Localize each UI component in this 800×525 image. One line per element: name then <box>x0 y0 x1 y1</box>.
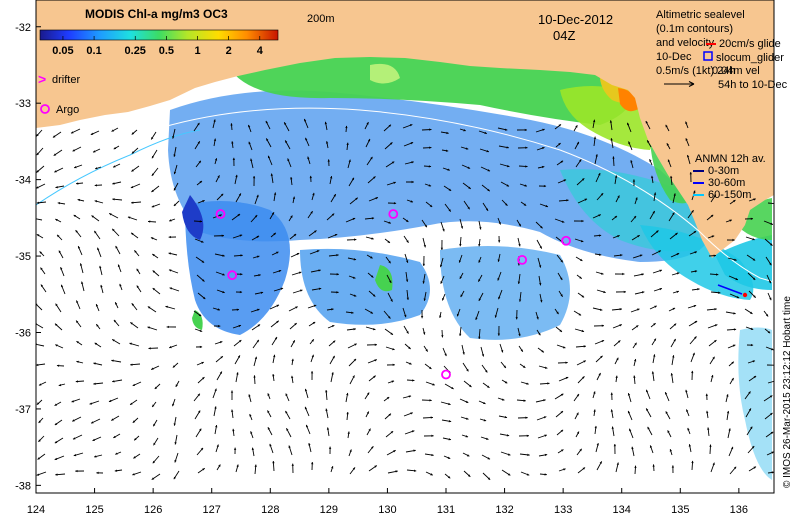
colorbar-tick-label: 0.5 <box>159 45 174 57</box>
argo-label: Argo <box>56 104 79 116</box>
y-tick-label: -32 <box>15 22 31 34</box>
colorbar-title: MODIS Chl-a mg/m3 OC3 <box>85 7 228 21</box>
colorbar-tick-label: 0.25 <box>125 45 146 57</box>
y-tick-label: -35 <box>15 251 31 263</box>
colorbar-tick-label: 4 <box>257 45 264 57</box>
contour-label: 200m <box>307 13 335 25</box>
x-tick-label: 130 <box>378 504 396 516</box>
colorbar-tick-label: 2 <box>226 45 232 57</box>
x-tick-label: 132 <box>495 504 513 516</box>
x-tick-label: 125 <box>85 504 103 516</box>
credit-text: © IMOS 26-Mar-2015 23:12:12 Hobart time <box>782 296 793 488</box>
legend-glider-line4: 54h to 10-Dec <box>718 79 788 91</box>
velocity-arrowhead <box>775 202 777 204</box>
anmn-item-label: 60-150m <box>708 189 751 201</box>
x-tick-label: 134 <box>613 504 631 516</box>
y-tick-label: -37 <box>15 404 31 416</box>
colorbar-gradient <box>40 30 278 40</box>
map-date: 10-Dec-2012 <box>538 12 613 27</box>
drifter-symbol-icon: > <box>38 71 46 87</box>
y-tick-label: -38 <box>15 480 31 492</box>
x-tick-label: 136 <box>730 504 748 516</box>
x-tick-label: 135 <box>671 504 689 516</box>
x-tick-label: 127 <box>203 504 221 516</box>
drifter-label: drifter <box>52 74 80 86</box>
x-tick-label: 131 <box>437 504 455 516</box>
x-tick-label: 124 <box>27 504 45 516</box>
legend-altimetry-date: 10-Dec <box>656 51 692 63</box>
y-tick-label: -33 <box>15 98 31 110</box>
x-tick-label: 128 <box>261 504 279 516</box>
legend-altimetry-line2: (0.1m contours) <box>656 23 733 35</box>
y-tick-label: -36 <box>15 327 31 339</box>
anmn-title: ANMN 12h av. <box>695 153 766 165</box>
anmn-item-label: 30-60m <box>708 177 745 189</box>
legend-glider-line3: 0.04m vel <box>712 65 760 77</box>
colorbar-tick-label: 0.1 <box>86 45 101 57</box>
legend-altimetry-line3: and velocity <box>656 37 715 49</box>
velocity-arrowhead <box>775 380 777 382</box>
legend-glider-line1: 20cm/s glide <box>719 38 781 50</box>
legend-altimetry-line1: Altimetric sealevel <box>656 9 745 21</box>
colorbar-tick-label: 1 <box>194 45 200 57</box>
x-tick-label: 129 <box>320 504 338 516</box>
x-tick-label: 133 <box>554 504 572 516</box>
colorbar-tick-label: 0.05 <box>52 45 73 57</box>
anmn-item-label: 0-30m <box>708 165 739 177</box>
y-tick-label: -34 <box>15 175 31 187</box>
legend-glider-line2: slocum_glider <box>716 52 784 64</box>
map-time: 04Z <box>553 28 575 43</box>
x-tick-label: 126 <box>144 504 162 516</box>
